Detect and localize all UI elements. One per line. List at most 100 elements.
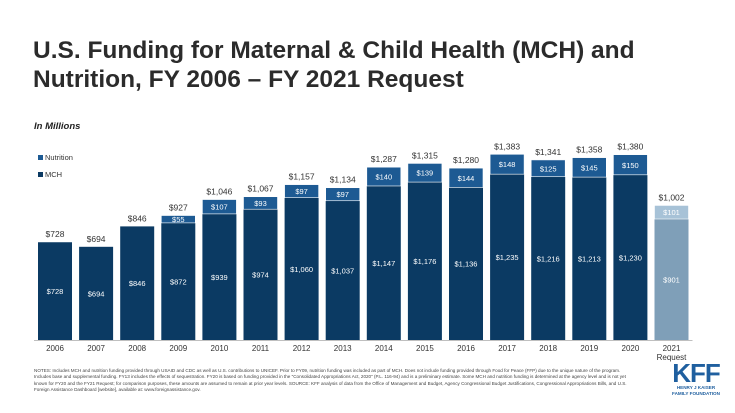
x-tick-label: 2006 xyxy=(46,344,64,353)
bar-mch xyxy=(449,187,483,340)
data-label-total: $846 xyxy=(128,213,147,223)
unit-label: In Millions xyxy=(34,121,81,132)
bar-nutrition xyxy=(613,154,648,176)
legend-swatch-mch xyxy=(38,172,43,177)
data-label-total: $1,002 xyxy=(659,192,685,202)
logo-line-1: HENRY J KAISER xyxy=(676,385,716,390)
x-tick-label: 2010 xyxy=(211,344,229,353)
bar-mch xyxy=(120,226,155,340)
x-tick-label: Request xyxy=(657,353,688,362)
data-label-mch: $939 xyxy=(211,273,228,282)
legend: Nutrition MCH xyxy=(38,151,73,185)
data-label-mch: $846 xyxy=(129,279,146,288)
legend-swatch-nutrition xyxy=(38,155,43,160)
bar-mch xyxy=(531,176,566,340)
x-tick-label: 2021 xyxy=(663,344,681,353)
data-label-nutrition: $55 xyxy=(172,215,185,224)
data-label-nutrition: $93 xyxy=(254,199,267,208)
data-label-total: $1,046 xyxy=(206,187,232,197)
data-label-mch: $1,136 xyxy=(455,260,478,269)
chart-title: U.S. Funding for Maternal & Child Health… xyxy=(33,37,635,93)
data-label-nutrition: $97 xyxy=(295,187,308,196)
data-label-mch: $728 xyxy=(47,287,64,296)
bar-nutrition xyxy=(325,187,361,202)
data-label-total: $728 xyxy=(46,229,65,239)
bar-nutrition xyxy=(366,166,402,187)
legend-item-mch: MCH xyxy=(38,168,73,181)
data-label-total: $1,341 xyxy=(535,147,561,157)
data-label-nutrition: $148 xyxy=(499,160,516,169)
data-label-mch: $1,216 xyxy=(537,254,560,263)
data-label-mch: $694 xyxy=(88,289,105,298)
data-label-mch: $901 xyxy=(663,276,680,285)
data-label-nutrition: $125 xyxy=(540,164,557,173)
bar-mch xyxy=(325,200,360,340)
bar-nutrition xyxy=(489,153,525,175)
x-tick-label: 2009 xyxy=(169,344,187,353)
data-label-nutrition: $139 xyxy=(417,169,434,178)
bar-mch xyxy=(613,174,648,340)
x-tick-label: 2014 xyxy=(375,344,393,353)
data-label-mch: $1,060 xyxy=(290,265,313,274)
data-label-total: $1,358 xyxy=(576,145,602,155)
bar-mch xyxy=(284,197,319,340)
x-tick-label: 2011 xyxy=(252,344,270,353)
data-label-mch: $1,230 xyxy=(619,253,642,262)
legend-label-mch: MCH xyxy=(45,170,63,179)
x-tick-label: 2019 xyxy=(580,344,598,353)
data-label-total: $1,315 xyxy=(412,150,438,160)
data-label-total: $927 xyxy=(169,203,188,213)
data-label-mch: $1,147 xyxy=(372,259,395,268)
data-label-mch: $1,037 xyxy=(331,266,354,275)
bar-mch xyxy=(654,219,689,340)
data-label-nutrition: $144 xyxy=(458,174,475,183)
data-label-mch: $974 xyxy=(252,271,269,280)
bar-mch xyxy=(38,242,72,340)
bar-mch xyxy=(243,209,278,340)
data-label-mch: $1,176 xyxy=(413,257,436,266)
bar-nutrition xyxy=(202,199,237,215)
notes-and-source: NOTES: Includes MCH and nutrition fundin… xyxy=(34,368,627,393)
kff-logo: KFF HENRY J KAISER FAMILY FOUNDATION xyxy=(668,358,724,396)
logo-mark: KFF xyxy=(672,358,721,388)
bar-mch xyxy=(490,174,525,340)
bar-nutrition xyxy=(654,205,689,220)
data-label-nutrition: $107 xyxy=(211,203,228,212)
x-tick-label: 2012 xyxy=(293,344,311,353)
data-label-nutrition: $97 xyxy=(336,190,349,199)
bar-mch xyxy=(366,185,401,340)
bar-nutrition xyxy=(243,196,278,210)
x-tick-label: 2020 xyxy=(622,344,640,353)
bar-mch xyxy=(572,177,607,340)
data-label-mch: $1,235 xyxy=(496,253,519,262)
data-label-total: $1,287 xyxy=(371,154,397,164)
bar-nutrition xyxy=(284,184,319,198)
data-label-total: $1,157 xyxy=(289,172,315,182)
legend-label-nutrition: Nutrition xyxy=(45,153,73,162)
bar-mch xyxy=(407,182,442,340)
data-label-nutrition: $145 xyxy=(581,163,598,172)
bar-nutrition xyxy=(161,215,196,224)
x-tick-label: 2007 xyxy=(87,344,105,353)
data-label-mch: $872 xyxy=(170,277,187,286)
data-label-nutrition: $140 xyxy=(375,173,392,182)
data-label-nutrition: $150 xyxy=(622,161,639,170)
data-label-total: $1,067 xyxy=(248,184,274,194)
x-tick-label: 2018 xyxy=(539,344,557,353)
x-tick-label: 2008 xyxy=(128,344,146,353)
x-tick-label: 2013 xyxy=(334,344,352,353)
data-label-total: $694 xyxy=(87,234,106,244)
data-label-nutrition: $101 xyxy=(663,208,680,217)
data-label-mch: $1,213 xyxy=(578,255,601,264)
bar-nutrition xyxy=(407,163,443,183)
bar-mch xyxy=(79,246,114,340)
data-label-total: $1,383 xyxy=(494,141,520,151)
data-label-total: $1,134 xyxy=(330,175,356,185)
data-label-total: $1,380 xyxy=(617,142,643,152)
x-tick-label: 2016 xyxy=(457,344,475,353)
x-tick-label: 2017 xyxy=(498,344,516,353)
bar-nutrition xyxy=(530,159,566,178)
bar-mch xyxy=(202,213,237,340)
bar-mch xyxy=(161,222,196,340)
